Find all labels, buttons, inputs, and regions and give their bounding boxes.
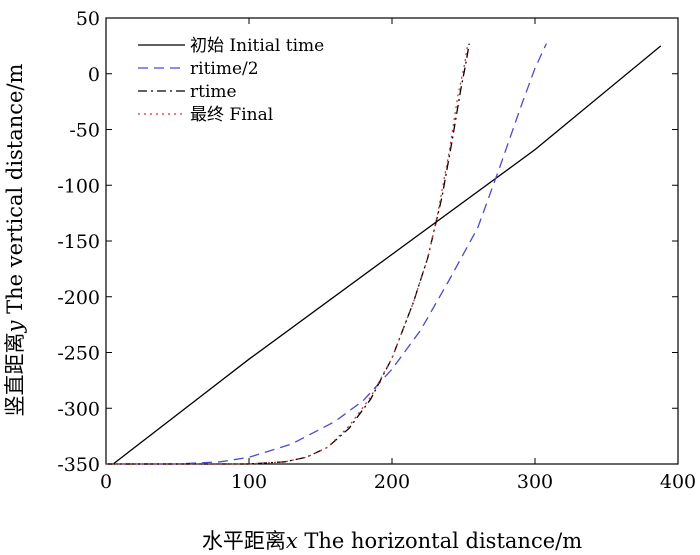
series-line-2 <box>106 43 470 465</box>
x-tick-label: 100 <box>231 471 267 493</box>
y-tick-label: -100 <box>57 175 100 197</box>
x-tick-label: 400 <box>660 471 696 493</box>
y-tick-label: 0 <box>88 64 100 86</box>
legend: 初始 Initial time ritime/2 rtime 最终 Final <box>138 36 324 125</box>
x-axis-title: 水平距离x The horizontal distance/m <box>202 529 582 553</box>
y-tick-label: -50 <box>69 120 100 142</box>
x-tick-label: 0 <box>100 471 112 493</box>
x-tick-label: 200 <box>374 471 410 493</box>
y-tick-label: -300 <box>57 398 100 420</box>
y-tick-label: -250 <box>57 343 100 365</box>
legend-label-3: 最终 Final <box>190 105 273 125</box>
series-line-3 <box>106 43 469 465</box>
legend-label-1: ritime/2 <box>190 59 259 79</box>
y-tick-label: -350 <box>57 454 100 476</box>
y-tick-label: 50 <box>76 8 100 30</box>
y-tick-label: -150 <box>57 231 100 253</box>
legend-label-2: rtime <box>190 82 237 102</box>
series-line-1 <box>106 43 547 465</box>
legend-label-0: 初始 Initial time <box>190 36 324 56</box>
y-axis-title: 竖直距离y The vertical distance/m <box>3 63 27 416</box>
axis-ticks: 0 100 200 300 400500-50-100-150-200-250-300-… <box>57 8 696 493</box>
series-layer <box>106 43 662 465</box>
x-tick-label: 300 <box>517 471 553 493</box>
y-tick-label: -200 <box>57 287 100 309</box>
series-line-0 <box>112 45 662 465</box>
